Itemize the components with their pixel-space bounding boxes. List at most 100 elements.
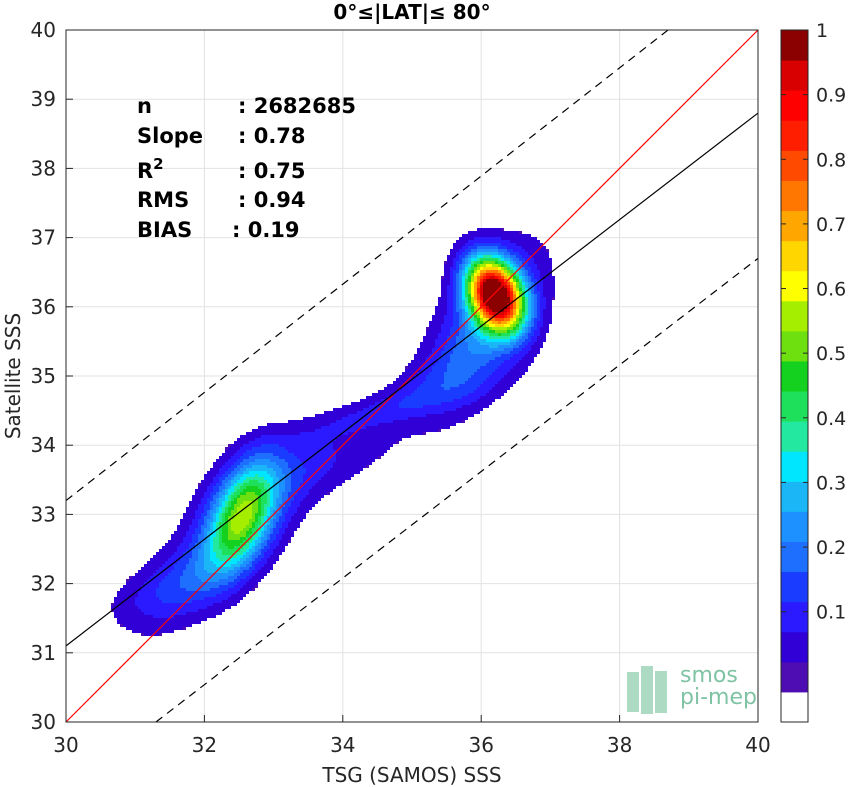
density-cell [261,555,264,558]
density-cell [171,630,174,633]
density-cell [333,462,336,465]
density-cell [366,414,369,417]
density-cell [441,399,444,402]
density-cell [225,507,228,510]
density-cell [489,282,492,285]
density-cell [345,423,348,426]
density-cell [276,510,279,513]
density-cell [279,438,282,441]
density-cell [321,477,324,480]
density-cell [420,390,423,393]
density-cell [345,435,348,438]
density-cell [432,384,435,387]
density-cell [342,408,345,411]
density-cell [300,477,303,480]
density-cell [279,495,282,498]
density-cell [222,552,225,555]
density-cell [387,429,390,432]
density-cell [183,558,186,561]
density-cell [300,471,303,474]
density-cell [219,573,222,576]
density-cell [276,555,279,558]
density-cell [495,231,498,234]
density-cell [453,402,456,405]
density-cell [294,441,297,444]
density-cell [462,378,465,381]
density-cell [462,369,465,372]
density-cell [213,585,216,588]
density-cell [216,501,219,504]
density-cell [300,495,303,498]
density-cell [411,372,414,375]
density-cell [291,426,294,429]
density-cell [273,543,276,546]
density-cell [426,381,429,384]
density-cell [309,462,312,465]
density-cell [315,417,318,420]
density-cell [141,588,144,591]
density-cell [189,585,192,588]
density-cell [489,300,492,303]
density-cell [255,576,258,579]
density-cell [435,429,438,432]
density-cell [138,576,141,579]
density-cell [225,480,228,483]
density-cell [237,552,240,555]
density-cell [396,432,399,435]
density-cell [435,345,438,348]
density-cell [480,360,483,363]
density-cell [267,453,270,456]
density-cell [279,435,282,438]
density-cell [315,447,318,450]
density-cell [165,588,168,591]
density-cell [318,429,321,432]
density-cell [444,360,447,363]
density-cell [303,456,306,459]
density-cell [270,492,273,495]
density-cell [432,360,435,363]
density-cell [156,630,159,633]
density-cell [369,444,372,447]
density-cell [174,567,177,570]
density-cell [225,504,228,507]
density-cell [432,417,435,420]
density-cell [150,573,153,576]
density-cell [234,567,237,570]
density-cell [288,486,291,489]
density-cell [408,384,411,387]
density-cell [471,357,474,360]
density-cell [300,498,303,501]
density-cell [309,459,312,462]
density-cell [192,585,195,588]
density-cell [207,552,210,555]
density-cell [231,507,234,510]
density-cell [351,414,354,417]
density-cell [264,477,267,480]
density-cell [228,489,231,492]
density-cell [165,552,168,555]
density-cell [234,516,237,519]
density-cell [120,594,123,597]
density-cell [438,360,441,363]
density-cell [465,297,468,300]
density-cell [489,297,492,300]
density-cell [495,306,498,309]
density-cell [369,459,372,462]
density-cell [468,306,471,309]
density-cell [150,624,153,627]
density-cell [174,597,177,600]
density-cell [477,318,480,321]
density-cell [477,369,480,372]
density-cell [474,360,477,363]
density-cell [279,546,282,549]
density-cell [261,522,264,525]
density-cell [228,492,231,495]
density-cell [405,396,408,399]
density-cell [246,579,249,582]
density-cell [291,450,294,453]
density-cell [144,621,147,624]
density-cell [498,252,501,255]
density-cell [477,393,480,396]
density-cell [303,450,306,453]
density-cell [360,429,363,432]
